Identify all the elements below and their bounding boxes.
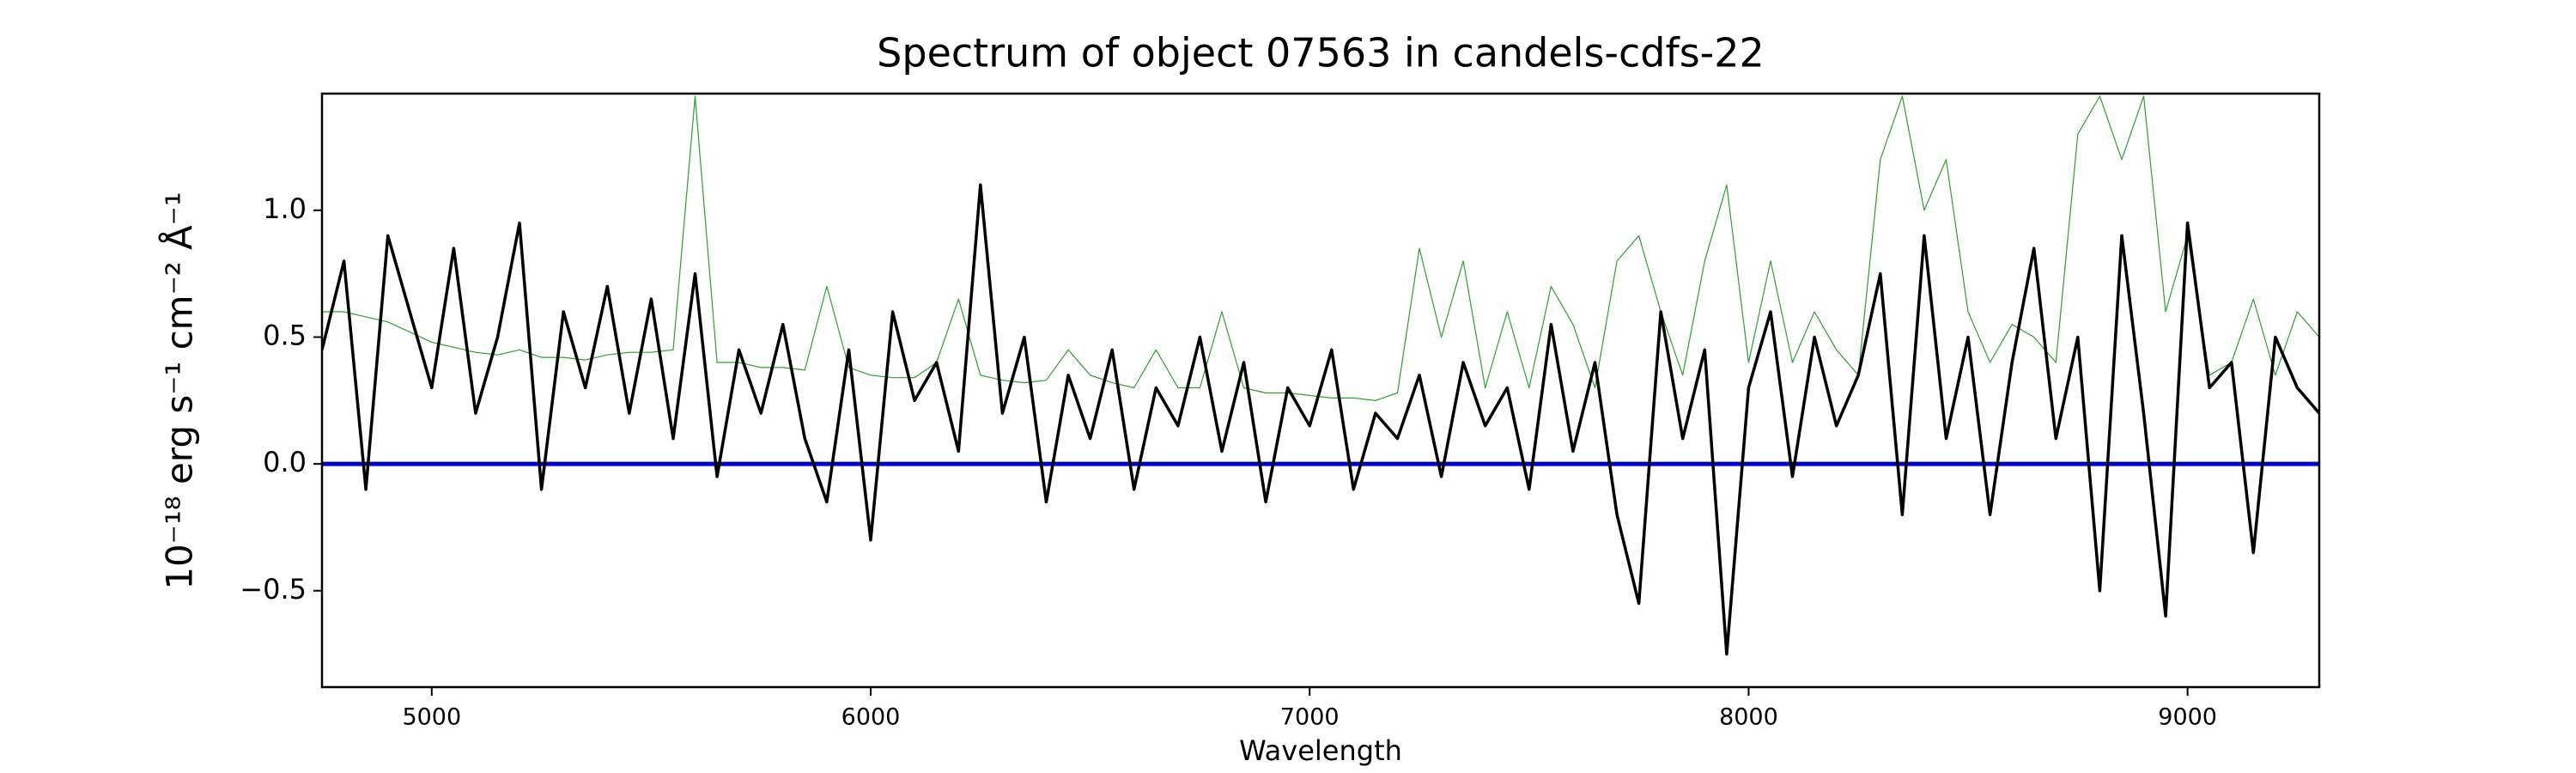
plot-area xyxy=(322,95,2319,656)
x-tick-label: 8000 xyxy=(1719,704,1778,731)
y-tick-label: 0.0 xyxy=(263,446,307,478)
y-axis-label: 10⁻¹⁸ erg s⁻¹ cm⁻² Å⁻¹ xyxy=(158,192,201,589)
y-tick-label: 0.5 xyxy=(263,319,307,351)
x-tick-label: 9000 xyxy=(2158,704,2217,731)
x-axis-label: Wavelength xyxy=(1239,734,1402,767)
x-tick-label: 7000 xyxy=(1280,704,1340,731)
y-tick-label: −0.5 xyxy=(240,573,307,606)
x-tick-label: 6000 xyxy=(841,704,901,731)
x-tick-label: 5000 xyxy=(402,704,461,731)
spectrum-line xyxy=(322,95,2319,401)
plot-frame xyxy=(320,92,2321,689)
chart-title: Spectrum of object 07563 in candels-cdfs… xyxy=(877,30,1765,76)
y-tick-label: 1.0 xyxy=(263,192,307,225)
spectrum-line xyxy=(322,183,2319,656)
